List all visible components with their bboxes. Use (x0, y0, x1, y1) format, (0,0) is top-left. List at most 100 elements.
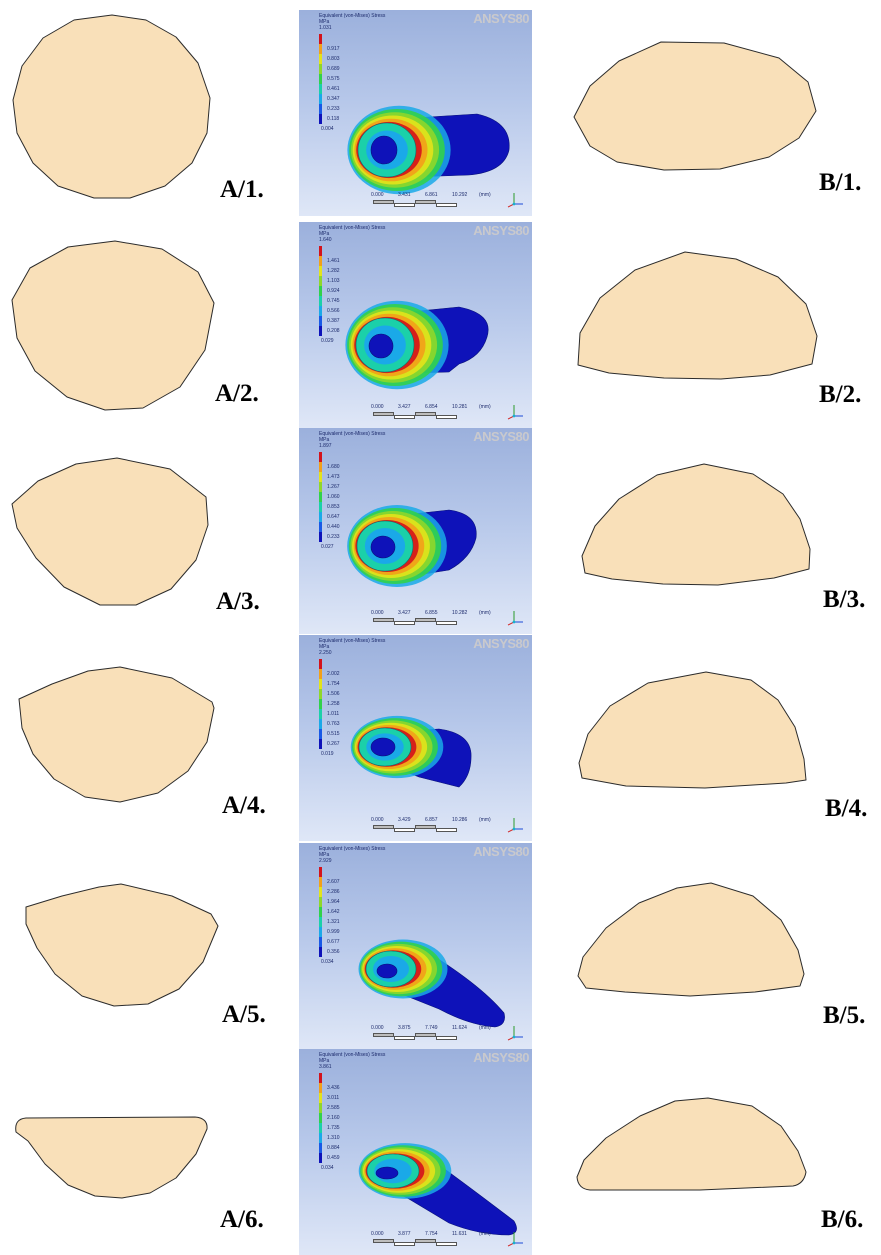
model-bore (376, 963, 398, 979)
cross-section-b3 (581, 463, 811, 586)
legend: 2.607 2.286 1.964 1.642 1.321 0.999 0.677 0.356… (319, 867, 340, 965)
legend-value: 1.461 (327, 258, 340, 264)
scale-bar: 0.000 3.431 6.861 10.292 (mm) (371, 192, 511, 210)
legend-swatch (319, 316, 322, 326)
legend-row: 1.103 (319, 276, 340, 286)
cross-section-a1 (12, 14, 211, 199)
legend-swatch (319, 532, 322, 542)
legend-row: 0.566 (319, 306, 340, 316)
legend-row (319, 659, 340, 669)
axis-triad-icon (507, 1232, 523, 1247)
legend-row: 2.585 (319, 1103, 340, 1113)
legend-value: 0.575 (327, 76, 340, 82)
scale-bar: 0.000 3.875 7.749 11.624 (mm) (371, 1025, 511, 1043)
label-a1: A/1. (220, 176, 264, 203)
legend-max: 3.861 (319, 1064, 332, 1070)
axis-triad-icon (507, 405, 523, 420)
a-shapes (11, 14, 219, 1199)
legend-swatch (319, 867, 322, 877)
legend-value: 1.310 (327, 1135, 340, 1141)
legend-value: 0.884 (327, 1145, 340, 1151)
legend-row: 0.647 (319, 512, 340, 522)
legend-row: 3.011 (319, 1093, 340, 1103)
scale-tick: 3.431 (398, 192, 411, 198)
legend: 3.436 3.011 2.585 2.160 1.735 1.310 0.884 0.459… (319, 1073, 340, 1171)
legend-value: 0.233 (327, 534, 340, 540)
stress-model-3 (347, 505, 477, 587)
legend-row (319, 1073, 340, 1083)
stress-panel-2: Equivalent (von-Mises) Stress MPa 1.640 ANS… (299, 222, 532, 428)
legend-swatch (319, 54, 322, 64)
scale-bar: 0.000 3.877 7.754 11.631 (mm) (371, 1231, 511, 1249)
legend-swatch (319, 1083, 322, 1093)
legend-swatch (319, 114, 322, 124)
legend-swatch (319, 897, 322, 907)
legend-swatch (319, 699, 322, 709)
legend-row: 0.118 (319, 114, 340, 124)
ansys-logo: ANSYS80 (473, 844, 529, 859)
legend-swatch (319, 326, 322, 336)
cross-section-b4 (578, 671, 807, 789)
ansys-logo: ANSYS80 (473, 11, 529, 26)
cross-section-b5 (577, 882, 805, 997)
legend-swatch (319, 74, 322, 84)
legend-swatch (319, 296, 322, 306)
stress-model-1 (347, 105, 510, 195)
legend-row: 1.461 (319, 256, 340, 266)
ansys-logo: ANSYS80 (473, 223, 529, 238)
label-a5: A/5. (222, 1001, 266, 1028)
panel-title-unit: MPa (319, 1058, 330, 1064)
legend-row: 1.642 (319, 907, 340, 917)
scale-unit: (mm) (479, 817, 491, 823)
stress-panel-6: Equivalent (von-Mises) Stress MPa 3.861 ANS… (299, 1049, 532, 1255)
legend-value: 0.387 (327, 318, 340, 324)
scale-tick: 3.427 (398, 404, 411, 410)
legend-swatch (319, 64, 322, 74)
legend-swatch (319, 719, 322, 729)
legend-value: 1.258 (327, 701, 340, 707)
legend-value: 1.060 (327, 494, 340, 500)
legend-row: 0.924 (319, 286, 340, 296)
scale-tick: 0.000 (371, 1231, 384, 1237)
legend-swatch (319, 492, 322, 502)
cross-section-b1 (573, 41, 817, 171)
cross-section-a6 (15, 1116, 208, 1199)
legend-swatch (319, 256, 322, 266)
legend-row: 1.310 (319, 1133, 340, 1143)
scale-bar-graphic (371, 618, 457, 625)
legend-swatch (319, 276, 322, 286)
panel-title: Equivalent (von-Mises) Stress MPa (319, 13, 385, 25)
legend-swatch (319, 502, 322, 512)
legend-min: 0.019 (321, 751, 334, 757)
scale-tick: 11.624 (452, 1025, 467, 1031)
label-b2: B/2. (819, 381, 862, 408)
label-a6: A/6. (220, 1206, 264, 1233)
legend-swatch (319, 482, 322, 492)
legend-swatch (319, 1093, 322, 1103)
scale-tick: 7.754 (425, 1231, 438, 1237)
legend-swatch (319, 927, 322, 937)
label-b5: B/5. (823, 1002, 866, 1029)
legend-row: 1.060 (319, 492, 340, 502)
legend-row: 0.917 (319, 44, 340, 54)
legend: 0.917 0.803 0.689 0.575 0.461 0.347 0.233 0.118… (319, 34, 340, 132)
cross-section-b6 (576, 1097, 807, 1191)
scale-tick: 10.286 (452, 817, 468, 823)
legend-row: 0.461 (319, 84, 340, 94)
legend-swatch (319, 739, 322, 749)
legend-value: 1.754 (327, 681, 340, 687)
model-bore (370, 535, 396, 559)
label-a4: A/4. (222, 792, 266, 819)
stress-model-2 (345, 300, 489, 390)
legend-swatch (319, 669, 322, 679)
panel-title-line1: Equivalent (von-Mises) Stress (319, 225, 386, 231)
legend-swatch (319, 246, 322, 256)
legend-row: 1.321 (319, 917, 340, 927)
legend-swatch (319, 1143, 322, 1153)
scale-tick: 6.854 (425, 404, 438, 410)
legend-row: 0.803 (319, 54, 340, 64)
legend-value: 0.459 (327, 1155, 340, 1161)
legend-swatch (319, 286, 322, 296)
legend-row: 0.267 (319, 739, 340, 749)
legend-row: 0.356 (319, 947, 340, 957)
